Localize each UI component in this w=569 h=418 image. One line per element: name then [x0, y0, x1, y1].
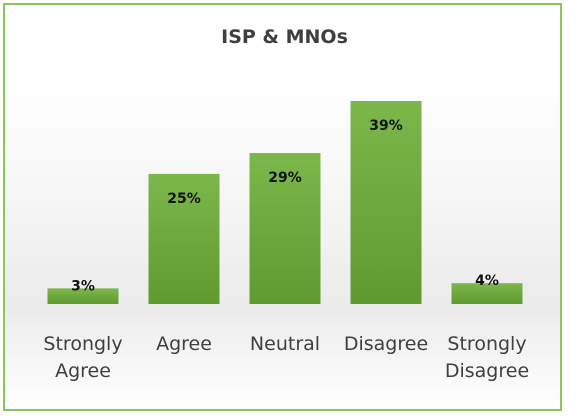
category-label-4-line-0: Strongly [447, 333, 526, 355]
bar-value-label-4: 4% [475, 273, 499, 289]
category-label-0-line-0: Strongly [43, 333, 122, 355]
bar-value-label-1: 25% [167, 191, 201, 207]
category-label-3-line-0: Disagree [344, 333, 428, 355]
category-label-1-line-0: Agree [156, 333, 212, 355]
bar-value-label-2: 29% [268, 170, 302, 186]
bar-0 [47, 288, 119, 304]
chart-title: ISP & MNOs [221, 26, 348, 48]
bar-1 [148, 173, 220, 304]
bar-2 [249, 153, 321, 304]
bar-value-label-3: 39% [369, 118, 403, 134]
bar-4 [451, 283, 523, 304]
category-label-2-line-0: Neutral [250, 333, 320, 355]
bar-value-label-0: 3% [71, 278, 95, 294]
category-label-0-line-1: Agree [55, 360, 111, 382]
category-label-4-line-1: Disagree [445, 360, 529, 382]
bar-3 [350, 101, 422, 304]
